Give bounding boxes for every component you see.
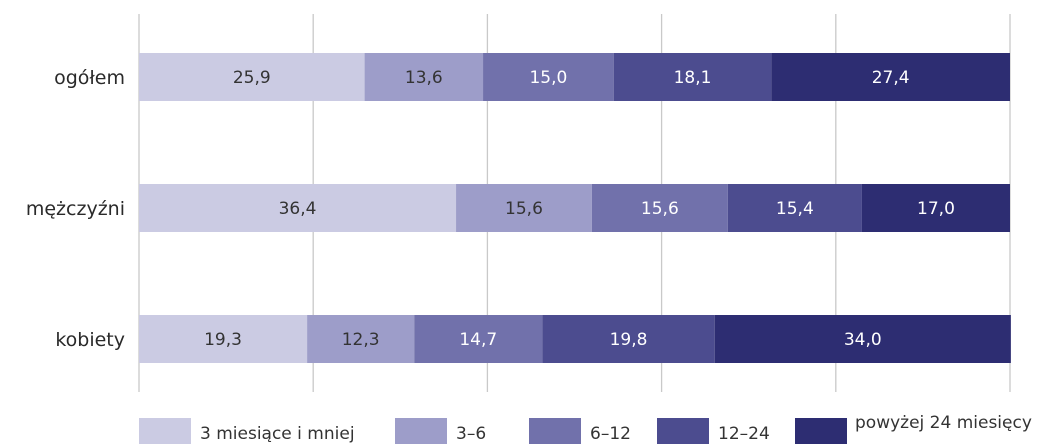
bars: 25,9 13,6 15,0 18,1 27,4 36,4 15,6 15,6 15,4 17,0… [139, 53, 1011, 363]
bar-segment-1-0 [139, 184, 457, 232]
category-label-0: ogółem [54, 67, 125, 89]
legend-item-0: 3 miesiące i mniej [139, 418, 355, 444]
legend-item-1: 3–6 [395, 418, 486, 444]
legend-label-0: 3 miesiące i mniej [200, 424, 355, 444]
legend-label-1: 3–6 [456, 424, 486, 444]
value-label-2-4: 34,0 [844, 330, 882, 350]
category-labels: ogółem mężczyźni kobiety [26, 67, 125, 351]
bar-segment-0-2 [483, 53, 614, 101]
legend-label-4: powyżej 24 miesięcy [855, 413, 1032, 433]
legend-swatch-2 [529, 418, 581, 444]
bar-segment-1-2 [591, 184, 728, 232]
category-label-2: kobiety [55, 329, 125, 351]
value-label-2-0: 19,3 [204, 330, 242, 350]
value-label-0-1: 13,6 [405, 68, 443, 88]
legend-swatch-3 [657, 418, 709, 444]
value-label-2-2: 14,7 [459, 330, 497, 350]
legend: 3 miesiące i mniej 3–6 6–12 12–24 powyżej 24… [139, 413, 1032, 444]
legend-swatch-1 [395, 418, 447, 444]
bar-segment-2-2 [414, 315, 543, 363]
legend-label-3: 12–24 [718, 424, 770, 444]
value-label-2-3: 19,8 [610, 330, 648, 350]
value-label-0-4: 27,4 [872, 68, 910, 88]
value-label-1-1: 15,6 [505, 199, 543, 219]
bar-segment-1-3 [727, 184, 862, 232]
legend-item-3: 12–24 [657, 418, 770, 444]
legend-item-2: 6–12 [529, 418, 631, 444]
category-label-1: mężczyźni [26, 198, 125, 220]
value-label-0-0: 25,9 [233, 68, 271, 88]
bar-segment-1-4 [861, 184, 1010, 232]
bar-segment-0-1 [364, 53, 484, 101]
bar-row-1: 36,4 15,6 15,6 15,4 17,0 [139, 184, 1010, 232]
bar-segment-2-0 [139, 315, 308, 363]
legend-swatch-4 [795, 418, 847, 444]
bar-row-0: 25,9 13,6 15,0 18,1 27,4 [139, 53, 1010, 101]
value-label-2-1: 12,3 [342, 330, 380, 350]
legend-item-4: powyżej 24 miesięcy [795, 413, 1032, 444]
legend-swatch-0 [139, 418, 191, 444]
legend-label-2: 6–12 [590, 424, 631, 444]
bar-segment-2-1 [307, 315, 415, 363]
value-label-1-0: 36,4 [279, 199, 317, 219]
bar-segment-1-1 [456, 184, 592, 232]
bar-segment-0-0 [139, 53, 365, 101]
bar-row-2: 19,3 12,3 14,7 19,8 34,0 [139, 315, 1011, 363]
bar-segment-2-3 [542, 315, 715, 363]
value-label-1-2: 15,6 [641, 199, 679, 219]
value-label-1-3: 15,4 [776, 199, 814, 219]
bar-segment-2-4 [714, 315, 1011, 363]
bar-segment-0-4 [771, 53, 1010, 101]
bar-segment-0-3 [613, 53, 772, 101]
value-label-0-3: 18,1 [674, 68, 712, 88]
value-label-0-2: 15,0 [529, 68, 567, 88]
value-label-1-4: 17,0 [917, 199, 955, 219]
